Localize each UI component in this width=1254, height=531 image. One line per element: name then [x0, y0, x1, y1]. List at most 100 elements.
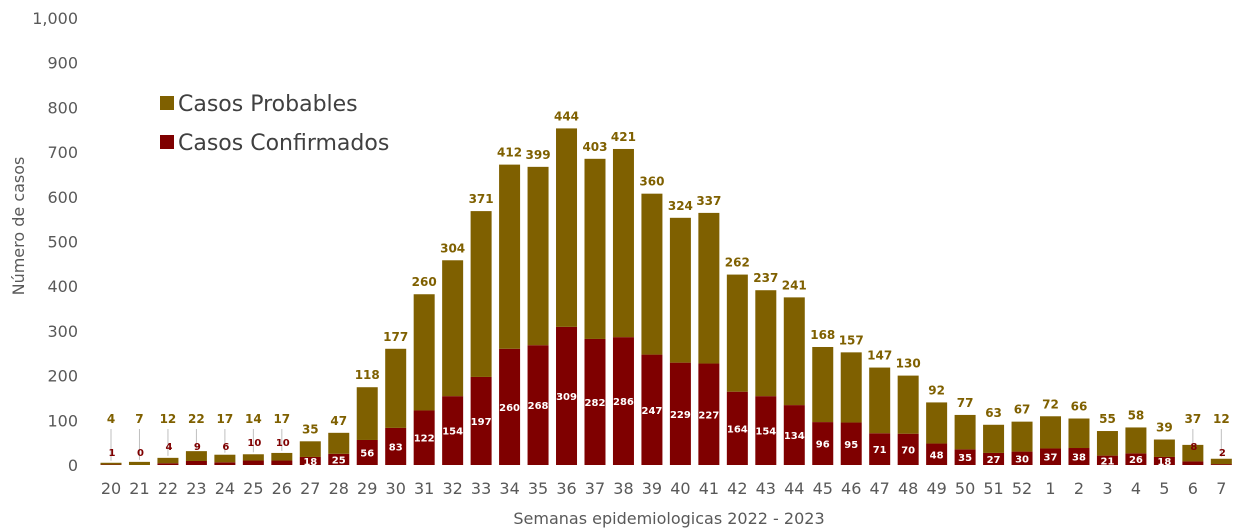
- legend-label-confirmados: Casos Confirmados: [178, 131, 389, 156]
- bar-probables: [356, 387, 378, 440]
- bar-confirmados: [1182, 461, 1204, 465]
- data-label-probables: 337: [696, 194, 721, 208]
- bar-probables: [470, 211, 492, 377]
- x-tick-label: 25: [243, 479, 263, 498]
- bar-confirmados: [1125, 453, 1147, 465]
- data-label-probables: 67: [1014, 403, 1031, 417]
- x-tick-label: 6: [1188, 479, 1198, 498]
- bar-confirmados: [271, 460, 293, 465]
- x-tick-label: 41: [699, 479, 719, 498]
- bar-confirmados: [641, 354, 663, 465]
- data-label-confirmados: 10: [276, 438, 290, 449]
- x-tick-label: 42: [727, 479, 747, 498]
- data-label-confirmados: 247: [641, 406, 662, 417]
- x-axis-ticks: 20 21 22 23 24 25 26 27 28 29 30 31 32 33 34 35 36 37 38 39…: [101, 479, 1227, 498]
- bar-confirmados: [442, 396, 464, 465]
- bar-probables: [641, 193, 663, 355]
- data-label-probables: 403: [582, 140, 607, 154]
- bar-confirmados: [783, 405, 805, 465]
- data-label-probables: 39: [1156, 421, 1173, 435]
- bar-probables: [869, 367, 891, 434]
- data-label-probables: 412: [497, 146, 522, 160]
- x-tick-label: 4: [1131, 479, 1141, 498]
- x-tick-label: 2: [1074, 479, 1084, 498]
- y-tick-label: 800: [47, 98, 78, 117]
- data-label-probables: 66: [1071, 400, 1088, 414]
- y-tick-label: 600: [47, 188, 78, 207]
- bar-confirmados: [954, 449, 976, 465]
- legend-swatch-probables: [160, 96, 174, 110]
- bar-confirmados: [328, 453, 350, 465]
- data-label-confirmados: 164: [727, 424, 748, 435]
- bar-confirmados: [157, 463, 179, 465]
- x-tick-label: 30: [386, 479, 406, 498]
- y-tick-label: 500: [47, 233, 78, 252]
- bar-confirmados: [385, 427, 407, 465]
- data-label-probables: 35: [302, 422, 319, 436]
- data-label-probables: 399: [526, 148, 551, 162]
- data-label-confirmados: 37: [1044, 453, 1058, 464]
- x-tick-label: 27: [300, 479, 320, 498]
- data-label-confirmados: 122: [414, 434, 435, 445]
- bar-probables: [840, 352, 862, 423]
- bar-confirmados: [1210, 464, 1232, 465]
- legend-swatch-confirmados: [160, 135, 174, 149]
- bar-confirmados: [897, 433, 919, 465]
- x-tick-label: 7: [1216, 479, 1226, 498]
- bar-probables: [1096, 431, 1118, 456]
- data-label-confirmados: 25: [332, 455, 346, 466]
- x-tick-label: 20: [101, 479, 121, 498]
- data-label-confirmados: 2: [1219, 448, 1226, 459]
- x-tick-label: 1: [1045, 479, 1055, 498]
- bar-confirmados: [983, 452, 1005, 465]
- data-label-probables: 118: [355, 368, 380, 382]
- x-tick-label: 35: [528, 479, 548, 498]
- bar-confirmados: [185, 460, 207, 465]
- y-axis-title: Número de casos: [9, 157, 28, 296]
- x-tick-label: 49: [926, 479, 946, 498]
- bar-probables: [556, 128, 578, 327]
- data-label-confirmados: 6: [222, 442, 229, 453]
- bar-confirmados: [214, 462, 236, 465]
- bar-confirmados: [499, 348, 521, 465]
- y-tick-label: 300: [47, 322, 78, 341]
- data-label-confirmados: 154: [442, 427, 463, 438]
- data-label-probables: 12: [1213, 412, 1230, 426]
- bar-confirmados: [1011, 451, 1033, 465]
- bar-probables: [157, 457, 179, 464]
- legend-label-probables: Casos Probables: [178, 92, 358, 117]
- bar-confirmados: [698, 363, 720, 465]
- bar-probables: [1182, 444, 1204, 462]
- y-tick-label: 700: [47, 143, 78, 162]
- data-label-probables: 147: [867, 349, 892, 363]
- y-tick-label: 900: [47, 54, 78, 73]
- data-label-confirmados: 26: [1129, 455, 1143, 466]
- data-label-confirmados: 18: [303, 457, 317, 468]
- bar-probables: [954, 414, 976, 450]
- y-tick-label: 100: [47, 411, 78, 430]
- x-tick-label: 48: [898, 479, 918, 498]
- data-label-confirmados: 286: [613, 397, 634, 408]
- bar-confirmados: [413, 410, 435, 465]
- data-label-probables: 17: [217, 412, 234, 426]
- data-label-confirmados: 1: [109, 448, 116, 459]
- x-tick-label: 47: [870, 479, 890, 498]
- data-label-probables: 168: [810, 328, 835, 342]
- data-label-confirmados: 95: [844, 440, 858, 451]
- x-tick-label: 26: [272, 479, 292, 498]
- data-label-probables: 177: [383, 330, 408, 344]
- data-label-probables: 47: [330, 414, 347, 428]
- bar-probables: [726, 274, 748, 392]
- x-tick-label: 37: [585, 479, 605, 498]
- bar-confirmados: [356, 439, 378, 465]
- data-label-probables: 7: [135, 412, 143, 426]
- bar-confirmados: [1096, 455, 1118, 465]
- data-label-probables: 58: [1128, 408, 1145, 422]
- data-label-confirmados: 18: [1157, 457, 1171, 468]
- data-label-confirmados: 70: [901, 445, 915, 456]
- y-tick-label: 0: [68, 456, 78, 475]
- bar-confirmados: [869, 433, 891, 465]
- bar-probables: [983, 424, 1005, 453]
- x-tick-label: 46: [841, 479, 861, 498]
- x-tick-label: 23: [186, 479, 206, 498]
